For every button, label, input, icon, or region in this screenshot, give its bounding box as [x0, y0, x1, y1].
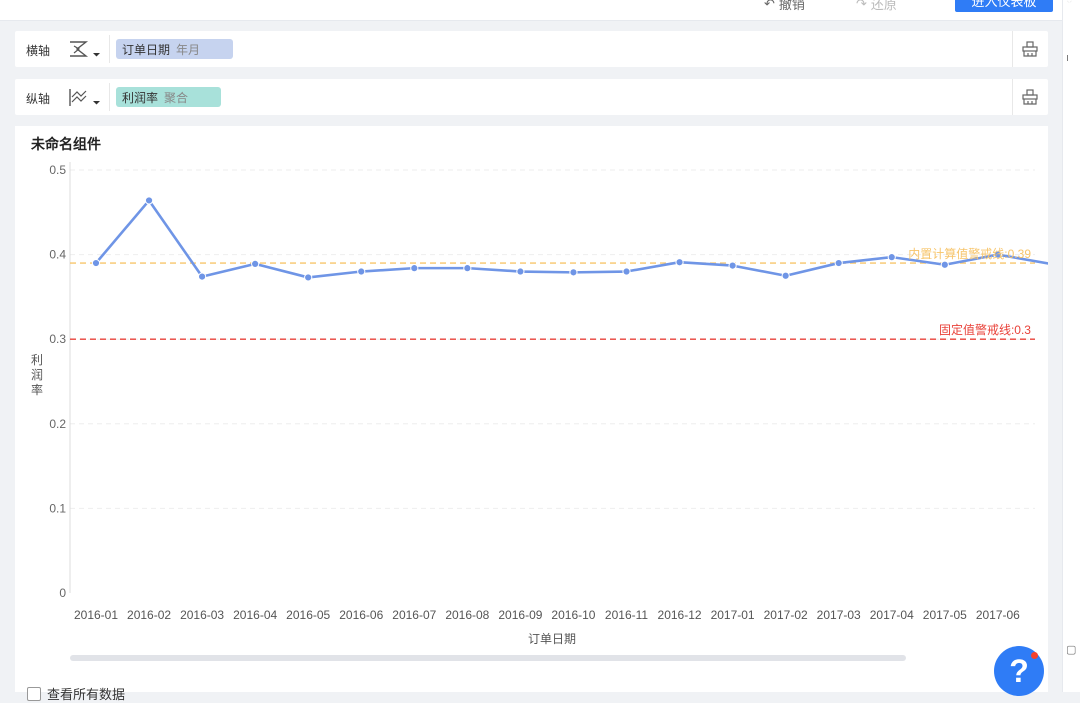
data-point [304, 273, 313, 282]
rail-bottom-icon[interactable]: ▢ [1066, 644, 1077, 656]
reference-line-label: 内置计算值警戒线:0.39 [908, 246, 1031, 261]
redo-label: 还原 [870, 0, 897, 12]
x-tick-label: 2016-09 [498, 608, 542, 622]
undo-label: 撤销 [778, 0, 805, 12]
y-axis-label: 纵轴 [26, 92, 51, 106]
x-tick-label: 2016-10 [551, 608, 595, 622]
data-point [410, 264, 419, 273]
x-tick-label: 2016-05 [286, 608, 330, 622]
data-point [144, 196, 154, 205]
y-tick-label: 0 [59, 586, 66, 600]
x-axis-clear-icon[interactable] [1021, 41, 1039, 57]
view-all-label: 查看所有数据 [47, 687, 126, 702]
help-button[interactable]: ? [994, 646, 1044, 696]
y-axis-title: 利润率 [31, 353, 43, 397]
y-tick-label: 0.1 [49, 501, 66, 515]
x-tick-label: 2016-08 [445, 608, 489, 622]
y-tick-label: 0.4 [49, 248, 66, 262]
reference-line-label: 固定值警戒线:0.3 [939, 322, 1031, 337]
y-axis-row: 纵轴 利润率 聚合 [15, 79, 1048, 115]
y-axis-field-name: 利润率 [122, 90, 159, 105]
undo-button[interactable]: ↶ 撤销 [764, 0, 805, 13]
data-point [622, 267, 631, 276]
x-tick-label: 2017-03 [817, 608, 861, 622]
data-point [834, 258, 843, 268]
x-tick-label: 2017-04 [870, 608, 914, 622]
help-notification-dot [1031, 652, 1038, 659]
y-tick-label: 0.2 [49, 417, 66, 431]
x-axis-title: 订单日期 [528, 632, 576, 646]
rail-edge-icon: ı [1066, 52, 1070, 64]
chart-scrollbar[interactable] [70, 655, 906, 661]
view-all-data-toggle[interactable]: 查看所有数据 [27, 684, 125, 703]
data-point [728, 261, 737, 270]
x-axis-sort-icon[interactable] [67, 39, 103, 61]
x-tick-label: 2016-12 [658, 608, 702, 622]
rail-top-icon[interactable]: ◔ [1066, 0, 1073, 6]
redo-button[interactable]: ↷ 还原 [856, 0, 897, 13]
enter-dashboard-button[interactable]: 进入仪表板 [955, 0, 1053, 12]
chart-panel: 未命名组件 0 0.1 0.2 0.3 0.4 0.5 2016-01 2016-02 2016… [15, 126, 1048, 692]
x-axis-label: 横轴 [26, 44, 51, 58]
y-axis-field-mode: 聚合 [164, 90, 189, 105]
data-point [569, 268, 578, 277]
redo-icon: ↷ [856, 0, 867, 11]
y-axis-clear-icon[interactable] [1021, 89, 1039, 105]
line-chart: 0 0.1 0.2 0.3 0.4 0.5 2016-01 2016-02 2016-03 201… [31, 162, 1048, 661]
data-point [251, 259, 260, 269]
x-tick-label: 2016-02 [127, 608, 171, 622]
y-tick-label: 0.5 [49, 163, 66, 177]
x-axis-field-pill[interactable]: 订单日期 年月 [116, 39, 233, 59]
data-point [675, 258, 684, 267]
x-tick-label: 2017-05 [923, 608, 967, 622]
x-tick-label: 2016-07 [392, 608, 436, 622]
data-point [463, 264, 472, 273]
series-line [95, 199, 1048, 279]
top-toolbar: ↶ 撤销 ↷ 还原 进入仪表板 [0, 0, 1062, 21]
data-point [781, 271, 790, 280]
data-point [198, 272, 207, 281]
x-axis-field-mode: 年月 [176, 42, 201, 57]
x-tick-label: 2016-06 [339, 608, 383, 622]
x-tick-label: 2017-02 [764, 608, 808, 622]
data-point [91, 258, 101, 268]
y-axis-sort-icon[interactable] [67, 87, 103, 109]
y-axis-field-pill[interactable]: 利润率 聚合 [116, 87, 221, 107]
widget-title: 未命名组件 [31, 136, 101, 152]
y-tick-label: 0.3 [49, 332, 66, 346]
data-point [993, 250, 1002, 259]
x-tick-label: 2017-06 [976, 608, 1020, 622]
x-tick-label: 2016-11 [605, 608, 648, 622]
x-tick-label: 2017-01 [711, 608, 755, 622]
x-tick-label: 2016-03 [180, 608, 224, 622]
undo-icon: ↶ [764, 0, 775, 11]
data-point [887, 253, 896, 262]
view-all-checkbox[interactable] [27, 686, 41, 701]
right-rail: ◔ ı ▢ [1062, 0, 1080, 692]
x-tick-label: 2016-04 [233, 608, 277, 622]
data-point [516, 267, 525, 276]
data-point [940, 260, 949, 269]
x-tick-label: 2016-01 [74, 608, 118, 622]
x-axis-row: 横轴 订单日期 年月 [15, 31, 1048, 67]
data-point [357, 267, 366, 276]
x-axis-field-name: 订单日期 [122, 42, 171, 57]
